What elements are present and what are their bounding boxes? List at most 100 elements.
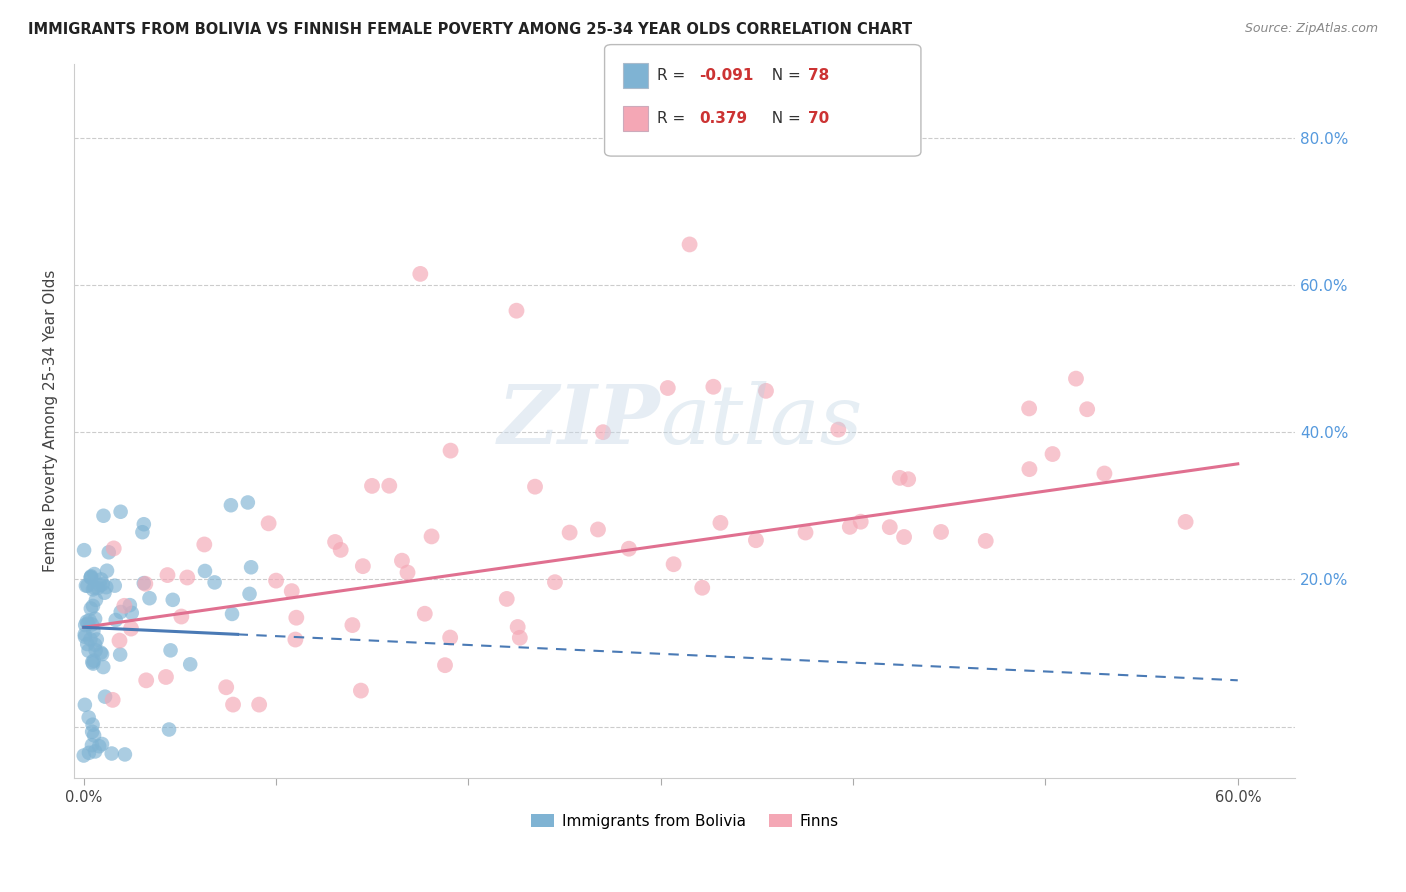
Point xyxy=(240,560,263,574)
Point xyxy=(73,698,96,712)
Point xyxy=(879,520,901,534)
Point xyxy=(104,579,127,593)
Point xyxy=(247,698,270,712)
Point xyxy=(176,570,198,584)
Point xyxy=(159,643,181,657)
Point xyxy=(413,607,436,621)
Point xyxy=(91,660,114,674)
Point xyxy=(222,698,245,712)
Point xyxy=(82,655,104,669)
Text: IMMIGRANTS FROM BOLIVIA VS FINNISH FEMALE POVERTY AMONG 25-34 YEAR OLDS CORRELAT: IMMIGRANTS FROM BOLIVIA VS FINNISH FEMAL… xyxy=(28,22,912,37)
Point xyxy=(73,543,96,558)
Point xyxy=(100,747,122,761)
Point xyxy=(82,717,104,731)
Point xyxy=(420,529,443,543)
Point xyxy=(897,472,920,486)
Point xyxy=(352,559,374,574)
Point xyxy=(702,380,724,394)
Point xyxy=(90,573,112,587)
Point xyxy=(929,524,952,539)
Point xyxy=(82,724,104,739)
Point xyxy=(75,579,97,593)
Text: N =: N = xyxy=(762,112,806,126)
Point xyxy=(219,498,242,512)
Point xyxy=(361,479,384,493)
Point xyxy=(193,537,215,551)
Point xyxy=(76,616,98,631)
Point xyxy=(505,303,527,318)
Point xyxy=(83,654,105,668)
Point xyxy=(91,577,114,591)
Point xyxy=(889,471,911,485)
Point xyxy=(1076,402,1098,417)
Text: Source: ZipAtlas.com: Source: ZipAtlas.com xyxy=(1244,22,1378,36)
Point xyxy=(1042,447,1064,461)
Point xyxy=(238,587,260,601)
Point xyxy=(134,576,156,591)
Point xyxy=(108,648,131,662)
Point xyxy=(257,516,280,531)
Point xyxy=(87,581,110,595)
Y-axis label: Female Poverty Among 25-34 Year Olds: Female Poverty Among 25-34 Year Olds xyxy=(44,270,58,573)
Point xyxy=(76,615,98,629)
Point xyxy=(662,558,685,572)
Point xyxy=(323,535,346,549)
Point xyxy=(1094,467,1116,481)
Point xyxy=(285,610,308,624)
Point xyxy=(378,479,401,493)
Point xyxy=(77,644,100,658)
Point xyxy=(73,627,96,641)
Point xyxy=(84,612,107,626)
Point xyxy=(1064,371,1087,385)
Point xyxy=(82,582,104,597)
Point xyxy=(103,541,125,556)
Point xyxy=(236,495,259,509)
Point xyxy=(204,575,226,590)
Point xyxy=(135,673,157,688)
Point xyxy=(794,525,817,540)
Point xyxy=(76,579,98,593)
Point xyxy=(558,525,581,540)
Point xyxy=(162,592,184,607)
Point xyxy=(131,525,153,540)
Point xyxy=(179,657,201,672)
Point xyxy=(849,515,872,529)
Point xyxy=(108,633,131,648)
Point xyxy=(156,568,179,582)
Point xyxy=(89,739,111,754)
Point xyxy=(284,632,307,647)
Point xyxy=(97,545,120,559)
Point xyxy=(586,523,609,537)
Text: ZIP: ZIP xyxy=(498,381,661,461)
Point xyxy=(79,632,101,647)
Point xyxy=(617,541,640,556)
Point xyxy=(94,690,117,704)
Point xyxy=(84,744,107,758)
Point xyxy=(155,670,177,684)
Point xyxy=(83,567,105,582)
Text: -0.091: -0.091 xyxy=(699,69,754,83)
Point xyxy=(76,637,98,651)
Text: N =: N = xyxy=(762,69,806,83)
Point xyxy=(132,576,155,591)
Point xyxy=(838,520,860,534)
Point xyxy=(83,728,105,742)
Point xyxy=(82,599,104,613)
Point xyxy=(391,554,413,568)
Text: R =: R = xyxy=(657,112,690,126)
Point xyxy=(110,605,132,619)
Point xyxy=(506,620,529,634)
Point xyxy=(82,657,104,671)
Point xyxy=(350,683,373,698)
Point xyxy=(657,381,679,395)
Point xyxy=(974,533,997,548)
Point xyxy=(80,570,103,584)
Text: 70: 70 xyxy=(808,112,830,126)
Point xyxy=(91,737,114,751)
Point xyxy=(80,738,103,752)
Point xyxy=(544,575,567,590)
Point xyxy=(83,581,105,595)
Text: R =: R = xyxy=(657,69,690,83)
Point xyxy=(77,746,100,760)
Point xyxy=(121,606,143,620)
